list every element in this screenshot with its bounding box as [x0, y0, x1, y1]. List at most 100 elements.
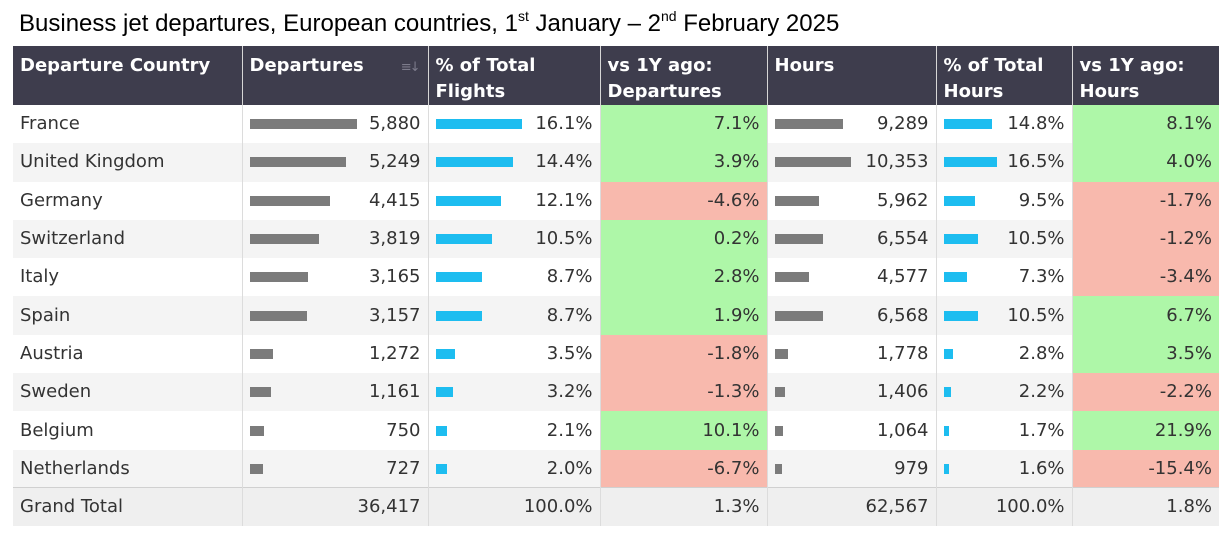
departures-bar — [249, 157, 346, 168]
chart-title: Business jet departures, European countr… — [19, 8, 840, 37]
pct-flights-bar — [435, 157, 513, 168]
pct-flights-bar — [435, 425, 447, 436]
yoy-hours-cell: -1.7% — [1072, 181, 1219, 220]
total-pct-flights: 100.0% — [428, 487, 601, 527]
table-row[interactable]: Germany 4,415 12.1% -4.6% 5,962 9.5% -1.7% — [13, 181, 1219, 220]
pct-hours-bar — [943, 234, 978, 245]
table-row[interactable]: France 5,880 16.1% 7.1% 9,289 14.8% 8.1% — [13, 105, 1219, 144]
table-row[interactable]: Switzerland 3,819 10.5% 0.2% 6,554 10.5% -1.2% — [13, 219, 1219, 259]
hours-cell: 9,289 — [767, 105, 937, 144]
hours-cell: 5,962 — [767, 181, 937, 220]
departures-cell: 750 — [242, 411, 429, 450]
hours-bar — [774, 157, 851, 168]
departures-bar — [249, 310, 307, 321]
hours-bar — [774, 348, 788, 359]
yoy-hours-cell: -3.4% — [1072, 258, 1219, 297]
pct-flights-value: 8.7% — [546, 304, 593, 326]
departures-value: 1,272 — [368, 342, 421, 364]
pct-hours-cell: 10.5% — [936, 296, 1073, 335]
header-hours[interactable]: Hours — [767, 46, 937, 105]
departures-cell: 3,819 — [242, 219, 429, 259]
pct-hours-value: 14.8% — [1007, 113, 1065, 135]
table-row[interactable]: Austria 1,272 3.5% -1.8% 1,778 2.8% 3.5% — [13, 334, 1219, 374]
yoy-hours-cell: -15.4% — [1072, 449, 1219, 488]
pct-flights-bar — [435, 310, 482, 321]
pct-hours-bar — [943, 195, 975, 206]
hours-bar — [774, 463, 782, 474]
pct-flights-cell: 8.7% — [428, 296, 601, 335]
departures-bar — [249, 234, 319, 245]
yoy-hours-cell: 8.1% — [1072, 105, 1219, 144]
pct-hours-cell: 7.3% — [936, 258, 1073, 297]
pct-flights-value: 3.2% — [546, 381, 593, 403]
pct-flights-bar — [435, 119, 522, 130]
departures-cell: 3,165 — [242, 258, 429, 297]
pct-hours-cell: 14.8% — [936, 105, 1073, 144]
hours-cell: 6,568 — [767, 296, 937, 335]
pct-flights-cell: 12.1% — [428, 181, 601, 220]
departures-bar — [249, 387, 271, 398]
yoy-departures-cell: -4.6% — [600, 181, 768, 220]
header-vs-1y-hours[interactable]: vs 1Y ago: Hours — [1072, 46, 1219, 105]
header-vs-1y-departures[interactable]: vs 1Y ago: Departures — [600, 46, 768, 105]
departures-table: Departure Country Departures ≡↓ % of Tota… — [13, 46, 1219, 527]
grand-total-row[interactable]: Grand Total 36,417 100.0% 1.3% 62,567 100.0% 1… — [13, 487, 1219, 527]
pct-hours-bar — [943, 272, 967, 283]
hours-cell: 10,353 — [767, 143, 937, 182]
pct-flights-value: 16.1% — [535, 113, 593, 135]
hours-bar — [774, 310, 823, 321]
table-row[interactable]: Spain 3,157 8.7% 1.9% 6,568 10.5% 6.7% — [13, 296, 1219, 335]
yoy-hours-cell: -1.2% — [1072, 219, 1219, 259]
pct-flights-bar — [435, 387, 453, 398]
table-row[interactable]: Sweden 1,161 3.2% -1.3% 1,406 2.2% -2.2% — [13, 373, 1219, 412]
pct-hours-value: 9.5% — [1018, 189, 1065, 211]
departures-bar — [249, 119, 357, 130]
pct-hours-bar — [943, 119, 992, 130]
pct-flights-value: 10.5% — [535, 228, 593, 250]
departures-cell: 4,415 — [242, 181, 429, 220]
hours-bar — [774, 387, 785, 398]
sort-descending-icon[interactable]: ≡↓ — [400, 60, 421, 75]
pct-flights-bar — [435, 272, 482, 283]
pct-flights-value: 3.5% — [546, 342, 593, 364]
pct-flights-bar — [435, 195, 501, 206]
country-name: Belgium — [13, 411, 243, 450]
pct-flights-cell: 8.7% — [428, 258, 601, 297]
pct-hours-cell: 9.5% — [936, 181, 1073, 220]
departures-value: 3,157 — [368, 304, 421, 326]
pct-hours-value: 10.5% — [1007, 304, 1065, 326]
table-row[interactable]: Italy 3,165 8.7% 2.8% 4,577 7.3% -3.4% — [13, 258, 1219, 297]
table-row[interactable]: Belgium 750 2.1% 10.1% 1,064 1.7% 21.9% — [13, 411, 1219, 450]
hours-value: 4,577 — [876, 266, 929, 288]
pct-hours-bar — [943, 387, 951, 398]
country-name: Netherlands — [13, 449, 243, 488]
pct-hours-value: 2.8% — [1018, 342, 1065, 364]
departures-cell: 1,161 — [242, 373, 429, 412]
header-pct-total-hours[interactable]: % of Total Hours — [936, 46, 1073, 105]
hours-value: 1,778 — [876, 342, 929, 364]
pct-flights-cell: 2.0% — [428, 449, 601, 488]
hours-value: 1,064 — [876, 419, 929, 441]
yoy-departures-cell: 3.9% — [600, 143, 768, 182]
country-name: France — [13, 105, 243, 144]
yoy-departures-cell: 10.1% — [600, 411, 768, 450]
pct-hours-bar — [943, 425, 949, 436]
pct-hours-cell: 2.2% — [936, 373, 1073, 412]
table-row[interactable]: Netherlands 727 2.0% -6.7% 979 1.6% -15.4% — [13, 449, 1219, 488]
pct-hours-value: 1.7% — [1018, 419, 1065, 441]
country-name: Austria — [13, 334, 243, 374]
header-departures[interactable]: Departures ≡↓ — [242, 46, 429, 105]
table-row[interactable]: United Kingdom 5,249 14.4% 3.9% 10,353 16.5% 4… — [13, 143, 1219, 182]
hours-value: 9,289 — [876, 113, 929, 135]
pct-hours-value: 7.3% — [1018, 266, 1065, 288]
hours-cell: 4,577 — [767, 258, 937, 297]
pct-hours-value: 1.6% — [1018, 457, 1065, 479]
header-departure-country[interactable]: Departure Country — [13, 46, 243, 105]
country-name: Germany — [13, 181, 243, 220]
pct-hours-value: 2.2% — [1018, 381, 1065, 403]
country-name: Spain — [13, 296, 243, 335]
header-pct-total-flights[interactable]: % of Total Flights — [428, 46, 601, 105]
departures-bar — [249, 195, 330, 206]
pct-flights-cell: 16.1% — [428, 105, 601, 144]
departures-value: 4,415 — [368, 189, 421, 211]
